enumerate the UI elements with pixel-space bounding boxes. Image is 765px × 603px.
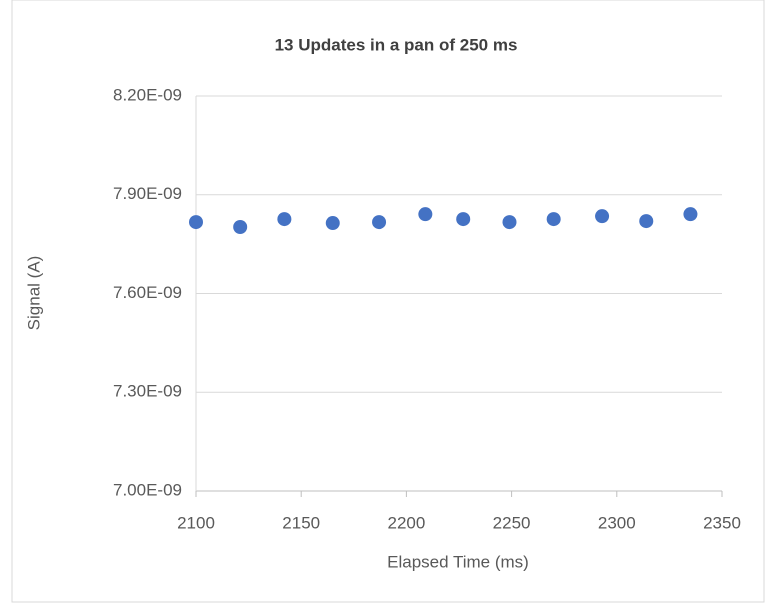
chart-frame	[11, 0, 765, 603]
point	[456, 212, 471, 227]
y-tick-label: 7.30E-09	[113, 382, 182, 401]
x-tick-label: 2250	[493, 513, 531, 532]
x-tick-label: 2150	[282, 513, 320, 532]
point	[189, 215, 203, 230]
x-tick-label: 2300	[598, 513, 636, 532]
y-tick-label: 7.90E-09	[113, 184, 182, 203]
point	[325, 216, 340, 231]
point	[595, 209, 610, 224]
x-tick-label: 2100	[177, 513, 215, 532]
point	[418, 207, 433, 222]
y-tick-label: 7.60E-09	[113, 283, 182, 302]
x-axis-label: Elapsed Time (ms)	[387, 552, 529, 571]
point	[233, 220, 248, 235]
y-tick-label: 7.00E-09	[113, 480, 182, 499]
point	[502, 215, 517, 230]
point	[277, 212, 292, 227]
x-tick-label: 2200	[387, 513, 425, 532]
chart-title: 13 Updates in a pan of 250 ms	[275, 35, 518, 54]
y-tick-label: 8.20E-09	[113, 85, 182, 104]
point	[546, 212, 561, 227]
y-axis-label: Signal (A)	[24, 256, 43, 331]
point	[683, 207, 698, 222]
x-tick-label: 2350	[703, 513, 741, 532]
point	[639, 214, 654, 229]
point	[372, 215, 387, 230]
